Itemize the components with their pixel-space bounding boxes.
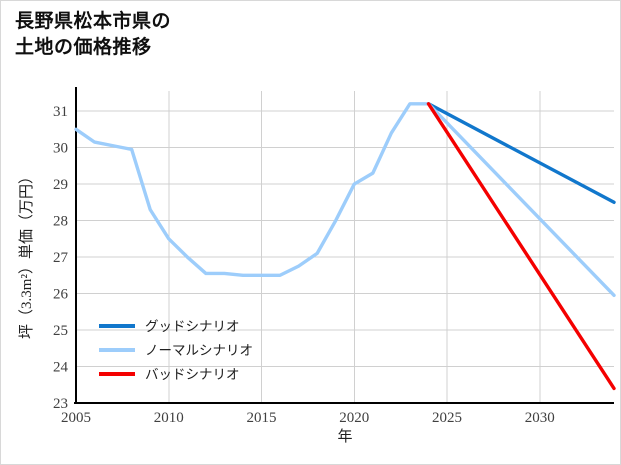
axis-lines <box>74 87 614 405</box>
y-tick-label: 29 <box>53 177 68 193</box>
x-tick-labels: 2005 2010 2015 2020 2025 2030 <box>61 410 555 426</box>
legend-label: ノーマルシナリオ <box>145 343 253 358</box>
x-tick-label: 2020 <box>339 410 369 426</box>
series-line <box>426 102 616 391</box>
y-tick-label: 27 <box>53 250 69 266</box>
y-tick-label: 28 <box>53 214 68 230</box>
x-tick-label: 2015 <box>247 410 277 426</box>
x-axis-title: 年 <box>337 428 352 445</box>
legend-label: グッドシナリオ <box>145 319 240 334</box>
x-tick-label: 2025 <box>432 410 462 426</box>
chart-title: 長野県松本市県の 土地の価格推移 <box>15 11 172 58</box>
series-line <box>74 102 616 298</box>
series-lines <box>74 102 616 391</box>
x-tick-label: 2030 <box>525 410 555 426</box>
x-tick-label: 2010 <box>154 410 184 426</box>
x-tick-label: 2005 <box>61 410 91 426</box>
y-tick-label: 30 <box>53 141 68 157</box>
legend-label: バッドシナリオ <box>145 367 240 382</box>
y-tick-labels: 23 24 25 26 27 28 29 30 31 <box>53 104 69 412</box>
series-line <box>426 102 616 204</box>
y-tick-label: 24 <box>53 360 69 376</box>
y-tick-label: 31 <box>53 104 68 120</box>
y-tick-label: 25 <box>53 323 68 339</box>
y-axis-title: 坪（3.3m²）単価（万円） <box>18 169 35 339</box>
y-tick-label: 26 <box>53 287 69 303</box>
y-tick-label: 23 <box>53 396 68 412</box>
